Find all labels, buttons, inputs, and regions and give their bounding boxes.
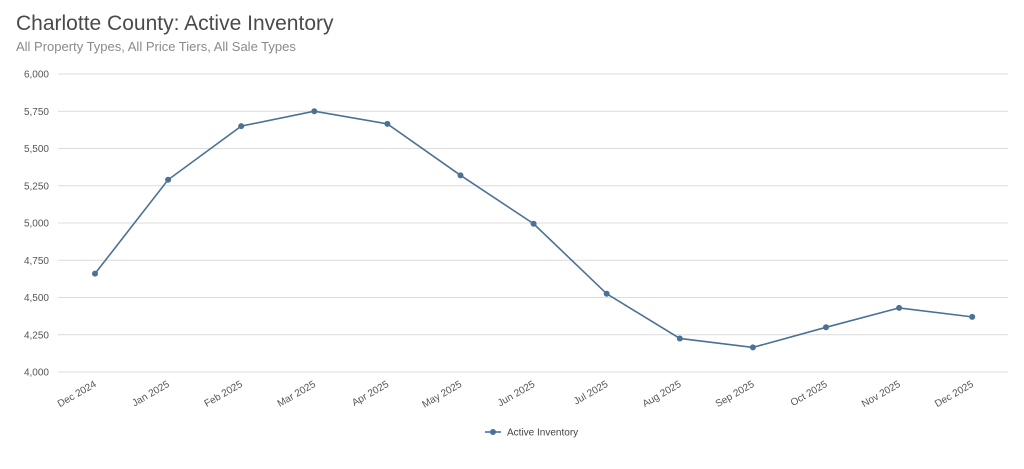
data-point bbox=[749, 344, 756, 351]
x-tick-label: Aug 2025 bbox=[641, 379, 684, 410]
y-tick-label: 4,750 bbox=[24, 256, 49, 267]
data-point bbox=[676, 335, 683, 342]
x-tick-label: Oct 2025 bbox=[789, 379, 830, 409]
chart-title: Charlotte County: Active Inventory bbox=[16, 12, 334, 35]
data-point bbox=[823, 324, 829, 331]
data-point bbox=[92, 270, 98, 277]
data-point bbox=[969, 313, 976, 320]
x-tick-label: Nov 2025 bbox=[860, 379, 903, 410]
x-tick-label: Jun 2025 bbox=[496, 379, 538, 409]
data-point bbox=[603, 290, 610, 297]
x-tick-label: Mar 2025 bbox=[276, 379, 318, 410]
series-line bbox=[94, 110, 973, 349]
y-tick-label: 4,500 bbox=[24, 293, 49, 304]
x-tick-label: Sep 2025 bbox=[714, 379, 757, 410]
x-tick-label: Jul 2025 bbox=[572, 379, 611, 408]
y-tick-label: 5,000 bbox=[24, 219, 49, 230]
x-tick-label: Jan 2025 bbox=[130, 379, 172, 409]
y-tick-label: 5,500 bbox=[24, 144, 49, 155]
y-tick-label: 5,250 bbox=[24, 181, 49, 192]
data-point bbox=[530, 220, 537, 227]
x-tick-label: Feb 2025 bbox=[203, 379, 245, 410]
data-point bbox=[311, 108, 318, 115]
chart-subtitle: All Property Types, All Price Tiers, All… bbox=[16, 39, 296, 54]
y-tick-label: 4,250 bbox=[24, 330, 49, 341]
x-tick-label: Apr 2025 bbox=[350, 379, 391, 409]
data-point bbox=[238, 123, 245, 130]
x-tick-label: Dec 2024 bbox=[56, 379, 99, 410]
y-tick-label: 5,750 bbox=[24, 107, 49, 118]
data-point bbox=[896, 304, 903, 311]
data-point bbox=[384, 120, 391, 127]
data-point bbox=[457, 172, 464, 179]
data-point bbox=[165, 176, 172, 183]
x-tick-label: May 2025 bbox=[420, 379, 464, 411]
legend-label: Active Inventory bbox=[507, 428, 578, 439]
x-tick-label: Dec 2025 bbox=[933, 379, 976, 410]
legend-marker bbox=[490, 429, 496, 435]
y-tick-label: 4,000 bbox=[24, 368, 49, 379]
y-tick-label: 6,000 bbox=[24, 70, 49, 81]
